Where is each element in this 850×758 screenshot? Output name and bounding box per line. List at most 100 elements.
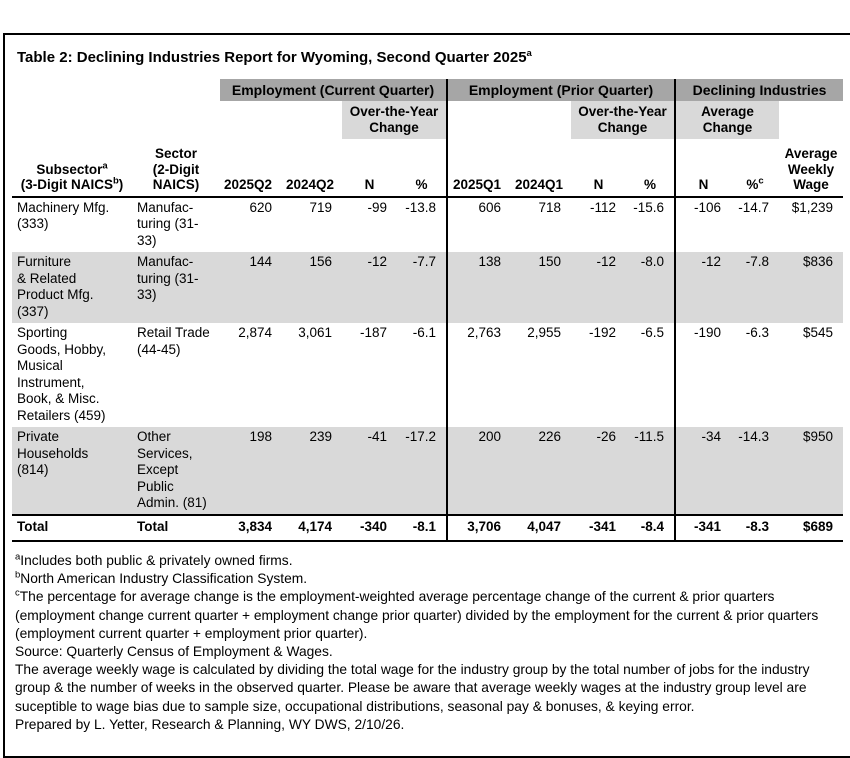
col-header-sector: Sector (2-Digit NAICS) xyxy=(132,139,220,198)
footnote-prepared-by-text: Prepared by L. Yetter, Research & Planni… xyxy=(15,716,405,732)
cell-pri-2024q1: 150 xyxy=(511,252,571,324)
cell-pri-n: -192 xyxy=(588,325,616,341)
col-header-subsector-close: ) xyxy=(118,177,124,193)
cell-subsector: Furniture & Related Product Mfg. (337) xyxy=(12,252,132,324)
header-spacer xyxy=(220,101,342,139)
cell-dec-pct: -14.3 xyxy=(731,427,779,516)
header-spacer xyxy=(12,101,220,139)
table-row-furniture-mfg: Furniture & Related Product Mfg. (337) M… xyxy=(12,252,844,324)
cell-cur-pct: -7.7 xyxy=(397,252,447,324)
footnote-marker-b: b xyxy=(112,175,119,187)
cell-sector-total: Total xyxy=(132,514,220,542)
footnote-source: Source: Quarterly Census of Employment &… xyxy=(15,643,842,661)
footnotes: aIncludes both public & privately owned … xyxy=(15,552,842,734)
col-header-prior-n: N xyxy=(571,139,626,198)
footnote-wage-note-text: The average weekly wage is calculated by… xyxy=(15,662,810,714)
cell-cur-n: -41 xyxy=(342,427,397,516)
cell-cur-2025q2: 198 xyxy=(220,427,282,516)
footnote-c-text: The percentage for average change is the… xyxy=(15,589,819,641)
footnote-marker-a: a xyxy=(102,160,108,172)
cell-pri-pct: -6.5 xyxy=(640,325,664,341)
cell-cur-n: -12 xyxy=(342,252,397,324)
subheader-average-change: Average Change xyxy=(674,101,779,139)
footnote-source-text: Source: Quarterly Census of Employment &… xyxy=(15,643,333,659)
cell-pri-pct: -11.5 xyxy=(626,427,675,516)
group-header-row: Employment (Current Quarter) Employment … xyxy=(12,79,844,101)
cell-dec-n: -34 xyxy=(674,427,731,516)
footnote-b-marker: b xyxy=(15,569,21,581)
table-row-machinery-mfg: Machinery Mfg. (333) Manufac- turing (31… xyxy=(12,197,843,253)
cell-cur-pct: -8.1 xyxy=(397,514,447,542)
cell-weekly-wage: $689 xyxy=(779,514,844,542)
col-header-subsector-text: Subsector xyxy=(36,161,103,177)
cell-dec-pct: -7.8 xyxy=(731,252,779,324)
cell-cur-n: -340 xyxy=(342,514,397,542)
group-header-prior-quarter: Employment (Prior Quarter) xyxy=(446,79,675,101)
declining-industries-table: Employment (Current Quarter) Employment … xyxy=(12,79,844,542)
cell-dec-n: -12 xyxy=(674,252,731,324)
page-title-text: Table 2: Declining Industries Report for… xyxy=(17,49,527,66)
cell-pri-2025q1: 606 xyxy=(446,197,511,253)
cell-pri-2025q1: 200 xyxy=(446,427,511,516)
col-header-subsector-text2: (3-Digit NAICS xyxy=(20,177,113,193)
cell-pri-2024q1: 718 xyxy=(538,200,561,215)
cell-subsector: Machinery Mfg. (333) xyxy=(17,200,110,232)
cell-dec-n: -341 xyxy=(674,514,731,542)
footnote-a-marker: a xyxy=(15,551,21,563)
cell-cur-pct: -13.8 xyxy=(405,200,436,215)
cell-weekly-wage: $1,239 xyxy=(791,200,834,215)
footnote-b-text: North American Industry Classification S… xyxy=(20,571,308,587)
cell-cur-2024q2: 239 xyxy=(282,427,342,516)
cell-subsector-total: Total xyxy=(12,514,132,542)
footnote-a: aIncludes both public & privately owned … xyxy=(15,552,842,570)
cell-weekly-wage: $950 xyxy=(779,427,844,516)
cell-subsector: Private Households (814) xyxy=(12,427,132,516)
cell-cur-2024q2: 719 xyxy=(309,200,332,215)
col-header-declining-n: N xyxy=(674,139,731,198)
cell-weekly-wage: $545 xyxy=(802,325,834,341)
cell-cur-pct: -17.2 xyxy=(397,427,447,516)
header-spacer xyxy=(446,101,571,139)
cell-cur-2025q2: 2,874 xyxy=(238,325,272,341)
cell-cur-2024q2: 156 xyxy=(282,252,342,324)
header-spacer xyxy=(12,79,220,101)
table-row-private-households: Private Households (814) Other Services,… xyxy=(12,427,844,516)
footnote-c-marker: c xyxy=(15,587,20,599)
cell-cur-2025q2: 3,834 xyxy=(220,514,282,542)
table-row-sporting-goods: Sporting Goods, Hobby, Musical Instrumen… xyxy=(12,323,843,428)
cell-pri-pct: -8.4 xyxy=(626,514,675,542)
cell-cur-2024q2: 3,061 xyxy=(298,325,332,341)
col-header-average-weekly-wage: Average Weekly Wage xyxy=(779,139,844,198)
header-spacer xyxy=(779,101,843,139)
cell-pri-pct: -8.0 xyxy=(626,252,675,324)
cell-pri-2025q1: 138 xyxy=(446,252,511,324)
subheader-oty-change-current: Over-the-Year Change xyxy=(342,101,447,139)
footnote-wage-note: The average weekly wage is calculated by… xyxy=(15,661,842,716)
col-header-2025q1: 2025Q1 xyxy=(446,139,511,198)
col-header-2024q2: 2024Q2 xyxy=(282,139,342,198)
page-title: Table 2: Declining Industries Report for… xyxy=(17,49,850,66)
cell-cur-n: -99 xyxy=(367,200,387,215)
col-header-2025q2: 2025Q2 xyxy=(220,139,282,198)
subgroup-header-row: Over-the-Year Change Over-the-Year Chang… xyxy=(12,101,843,139)
cell-pri-2024q1: 4,047 xyxy=(511,514,571,542)
cell-pri-n: -26 xyxy=(571,427,626,516)
group-header-declining-industries: Declining Industries xyxy=(673,79,844,101)
footnote-b: bNorth American Industry Classification … xyxy=(15,570,842,588)
cell-cur-2024q2: 4,174 xyxy=(282,514,342,542)
cell-cur-pct: -6.1 xyxy=(412,325,436,341)
cell-cur-2025q2: 620 xyxy=(249,200,272,215)
col-header-prior-pct: % xyxy=(626,139,675,198)
column-header-row: Subsectora (3-Digit NAICSb) Sector (2-Dig… xyxy=(12,139,844,198)
cell-cur-n: -187 xyxy=(359,325,387,341)
cell-weekly-wage: $836 xyxy=(779,252,844,324)
cell-dec-n: -190 xyxy=(674,323,731,428)
page-title-footnote-marker: a xyxy=(526,48,532,59)
cell-pri-n: -12 xyxy=(571,252,626,324)
cell-pri-n: -112 xyxy=(589,200,616,215)
footnote-marker-c: c xyxy=(758,175,764,187)
report-frame: Table 2: Declining Industries Report for… xyxy=(3,33,850,758)
group-header-current-quarter: Employment (Current Quarter) xyxy=(220,79,447,101)
cell-cur-2025q2: 144 xyxy=(220,252,282,324)
footnote-c: cThe percentage for average change is th… xyxy=(15,588,842,643)
